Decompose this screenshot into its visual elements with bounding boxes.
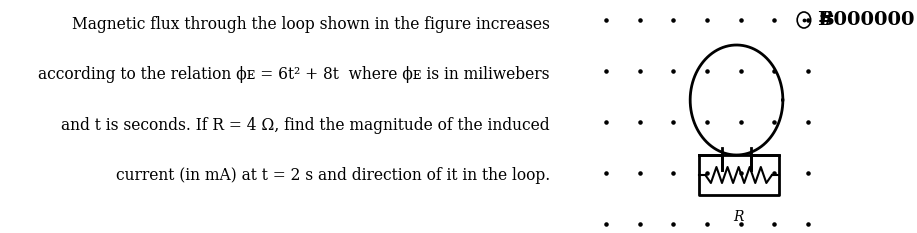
Text: current (in mA) at t = 2 s and direction of it in the loop.: current (in mA) at t = 2 s and direction… (116, 167, 550, 184)
Text: #000000: #000000 (817, 11, 915, 29)
Text: Magnetic flux through the loop shown in the figure increases: Magnetic flux through the loop shown in … (72, 16, 550, 33)
Text: B: B (817, 11, 834, 29)
Text: according to the relation ϕᴇ = 6t² + 8t  where ϕᴇ is in miliwebers: according to the relation ϕᴇ = 6t² + 8t … (39, 66, 550, 83)
Text: and t is seconds. If R = 4 Ω, find the magnitude of the induced: and t is seconds. If R = 4 Ω, find the m… (61, 116, 550, 134)
Text: R: R (733, 210, 744, 224)
